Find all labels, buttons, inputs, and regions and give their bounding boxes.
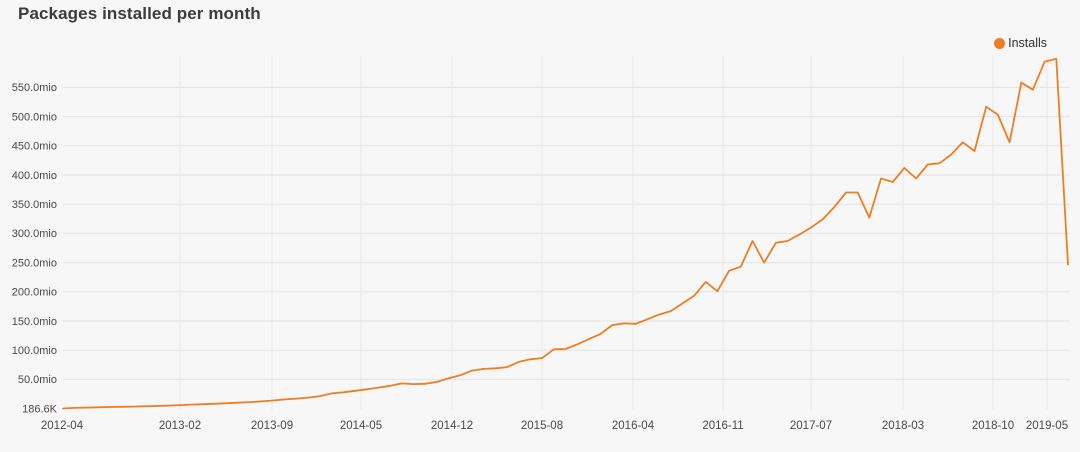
svg-text:2015-08: 2015-08 <box>521 420 563 432</box>
legend-swatch-icon <box>994 37 1006 49</box>
svg-text:500.0mio: 500.0mio <box>12 111 57 123</box>
svg-text:300.0mio: 300.0mio <box>12 228 57 240</box>
svg-text:400.0mio: 400.0mio <box>12 170 57 182</box>
svg-text:150.0mio: 150.0mio <box>12 316 57 328</box>
chart-title: Packages installed per month <box>18 4 261 23</box>
x-gridlines <box>179 56 1048 410</box>
legend-item-label: Installs <box>1008 36 1047 50</box>
svg-text:50.0mio: 50.0mio <box>18 374 57 386</box>
svg-text:2013-02: 2013-02 <box>159 420 201 432</box>
svg-text:2016-11: 2016-11 <box>702 420 743 432</box>
legend-item-installs[interactable]: Installs <box>994 36 1047 50</box>
svg-text:2016-04: 2016-04 <box>612 420 655 432</box>
svg-text:186.6K: 186.6K <box>22 403 58 415</box>
svg-text:2012-04: 2012-04 <box>41 420 84 432</box>
svg-text:2018-03: 2018-03 <box>882 420 924 432</box>
svg-text:550.0mio: 550.0mio <box>12 82 57 94</box>
y-axis-labels: 186.6K 50.0mio 100.0mio 150.0mio 200.0mio 250… <box>12 82 58 415</box>
svg-text:2018-10: 2018-10 <box>972 420 1014 432</box>
svg-text:2019-05: 2019-05 <box>1026 420 1068 432</box>
svg-text:250.0mio: 250.0mio <box>12 257 57 269</box>
svg-text:2017-07: 2017-07 <box>790 420 832 432</box>
y-gridlines <box>63 86 1070 380</box>
svg-text:200.0mio: 200.0mio <box>12 287 57 299</box>
svg-text:2013-09: 2013-09 <box>251 420 293 432</box>
svg-text:2014-05: 2014-05 <box>340 420 382 432</box>
svg-text:350.0mio: 350.0mio <box>12 199 57 211</box>
svg-text:2014-12: 2014-12 <box>431 420 473 432</box>
svg-text:450.0mio: 450.0mio <box>12 141 57 153</box>
svg-text:100.0mio: 100.0mio <box>12 345 57 357</box>
x-axis-labels: 2012-04 2013-02 2013-09 2014-05 2014-12 2015-… <box>41 420 1068 432</box>
installs-line <box>62 57 1069 410</box>
